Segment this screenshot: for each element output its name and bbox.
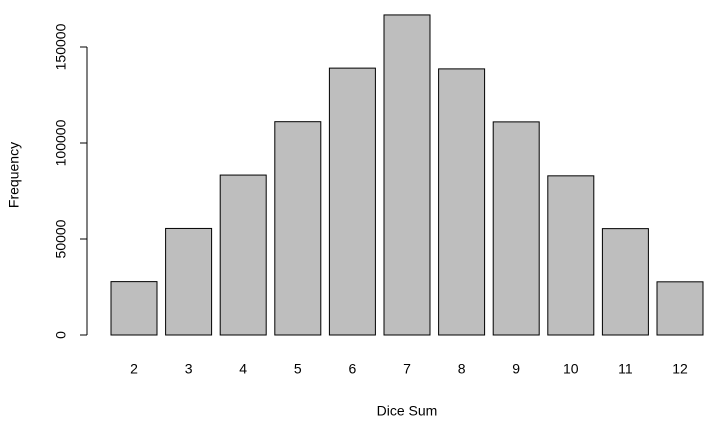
x-tick-label: 2 xyxy=(130,361,138,377)
x-tick-label: 5 xyxy=(294,361,302,377)
bar xyxy=(110,281,158,336)
y-tick-label: 0 xyxy=(53,331,69,339)
bar xyxy=(274,121,322,336)
x-tick-label: 3 xyxy=(185,361,193,377)
x-tick-label: 12 xyxy=(672,361,688,377)
bar xyxy=(328,67,376,336)
bar xyxy=(438,68,486,336)
y-tick-label: 100000 xyxy=(53,119,69,166)
bar xyxy=(492,121,540,336)
x-tick-label: 6 xyxy=(349,361,357,377)
bar xyxy=(165,227,213,336)
x-tick-label: 10 xyxy=(563,361,579,377)
y-tick-label: 50000 xyxy=(53,219,69,258)
bar xyxy=(656,281,704,336)
y-tick-label: 150000 xyxy=(53,23,69,70)
x-tick-label: 9 xyxy=(512,361,520,377)
bar xyxy=(219,174,267,336)
x-axis-label: Dice Sum xyxy=(377,403,438,419)
x-tick-label: 4 xyxy=(239,361,247,377)
y-axis-label: Frequency xyxy=(6,142,22,208)
bar xyxy=(601,228,649,336)
x-tick-label: 11 xyxy=(618,361,633,377)
bar xyxy=(547,175,595,336)
x-tick-label: 8 xyxy=(458,361,466,377)
bar xyxy=(383,14,431,336)
x-tick-label: 7 xyxy=(403,361,411,377)
